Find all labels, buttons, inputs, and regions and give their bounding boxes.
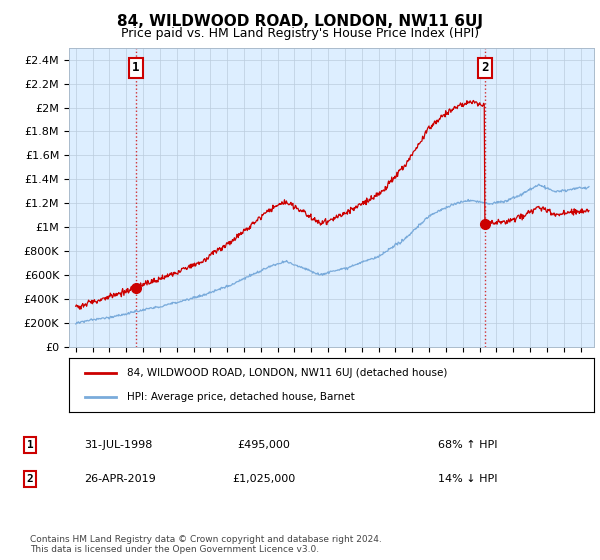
Text: Contains HM Land Registry data © Crown copyright and database right 2024.
This d: Contains HM Land Registry data © Crown c… (30, 535, 382, 554)
Text: 84, WILDWOOD ROAD, LONDON, NW11 6UJ: 84, WILDWOOD ROAD, LONDON, NW11 6UJ (117, 14, 483, 29)
Text: 1: 1 (26, 440, 34, 450)
Text: 31-JUL-1998: 31-JUL-1998 (84, 440, 152, 450)
Text: £495,000: £495,000 (238, 440, 290, 450)
Text: £1,025,000: £1,025,000 (232, 474, 296, 484)
Text: 2: 2 (26, 474, 34, 484)
Text: 2: 2 (481, 62, 489, 74)
Text: HPI: Average price, detached house, Barnet: HPI: Average price, detached house, Barn… (127, 391, 355, 402)
Text: 26-APR-2019: 26-APR-2019 (84, 474, 156, 484)
Text: Price paid vs. HM Land Registry's House Price Index (HPI): Price paid vs. HM Land Registry's House … (121, 27, 479, 40)
Text: 14% ↓ HPI: 14% ↓ HPI (438, 474, 497, 484)
Text: 68% ↑ HPI: 68% ↑ HPI (438, 440, 497, 450)
Text: 1: 1 (132, 62, 140, 74)
Text: 84, WILDWOOD ROAD, LONDON, NW11 6UJ (detached house): 84, WILDWOOD ROAD, LONDON, NW11 6UJ (det… (127, 368, 447, 379)
